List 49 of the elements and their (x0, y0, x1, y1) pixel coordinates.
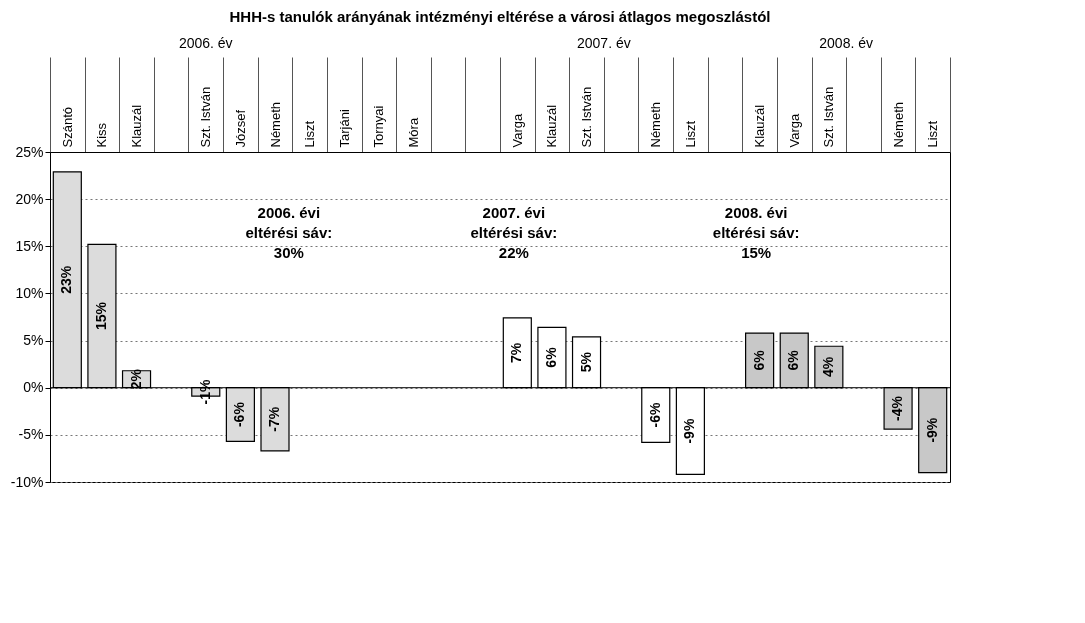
x-tick-label: Varga (509, 113, 525, 148)
data-label: 6% (750, 349, 767, 371)
x-tick-label: Móra (405, 117, 421, 148)
x-tick-label: Liszt (682, 120, 698, 148)
x-tick-label: Németh (890, 101, 906, 148)
y-tick-label: -5% (18, 426, 44, 443)
data-label: 4% (819, 356, 836, 378)
data-label: -9% (681, 418, 698, 444)
chart-title: HHH-s tanulók arányának intézményi eltérése a városi átlagos megoszlástól (229, 8, 771, 25)
data-label: -7% (266, 406, 282, 432)
data-label: 6% (785, 349, 802, 371)
x-tick-label: Varga (786, 113, 802, 148)
x-tick-label: Németh (267, 101, 283, 148)
text: 2006. év (178, 35, 233, 51)
data-label: 5% (577, 351, 594, 373)
annotation: 2008. évi eltérési sáv: 15% (712, 204, 800, 262)
y-tick-label: 25% (15, 143, 44, 160)
x-tick-label: Klauzál (752, 104, 768, 148)
x-tick-label: Tornyai (371, 105, 387, 148)
x-tick-label: Németh (648, 101, 664, 148)
y-tick-label: 10% (15, 284, 44, 301)
data-label: 23% (58, 265, 75, 294)
data-label: -6% (231, 401, 248, 428)
x-tick-label: Liszt (302, 120, 318, 148)
y-tick-label: 0% (23, 379, 44, 396)
y-tick-label: 20% (15, 190, 44, 207)
annotation: 2006. évi eltérési sáv: 30% (245, 204, 333, 262)
text: 2007. év (576, 35, 631, 51)
x-tick-label: Kiss (94, 122, 110, 148)
x-tick-label: Tarjáni (336, 109, 352, 148)
x-tick-label: Szt. István (198, 86, 214, 148)
x-tick-label: Szt. István (821, 86, 837, 148)
annotation: 2007. évi eltérési sáv: 22% (470, 204, 558, 262)
data-label: -9% (923, 417, 940, 443)
data-label: -4% (889, 395, 906, 421)
x-tick-label: Szt. István (579, 86, 595, 148)
data-label: 15% (92, 301, 109, 331)
data-label: -6% (646, 402, 663, 428)
y-tick-label: 5% (23, 332, 44, 349)
y-tick-label: -10% (10, 473, 44, 490)
x-tick-label: Klauzál (544, 104, 560, 148)
x-tick-label: Liszt (925, 120, 941, 148)
text: 2008. év (819, 35, 874, 51)
x-tick-label: József (232, 109, 248, 148)
y-tick-label: 15% (15, 237, 44, 254)
data-label: 6% (542, 346, 559, 368)
x-tick-label: Szántó (59, 107, 75, 148)
x-tick-label: Klauzál (129, 104, 145, 148)
data-label: 7% (508, 342, 525, 363)
